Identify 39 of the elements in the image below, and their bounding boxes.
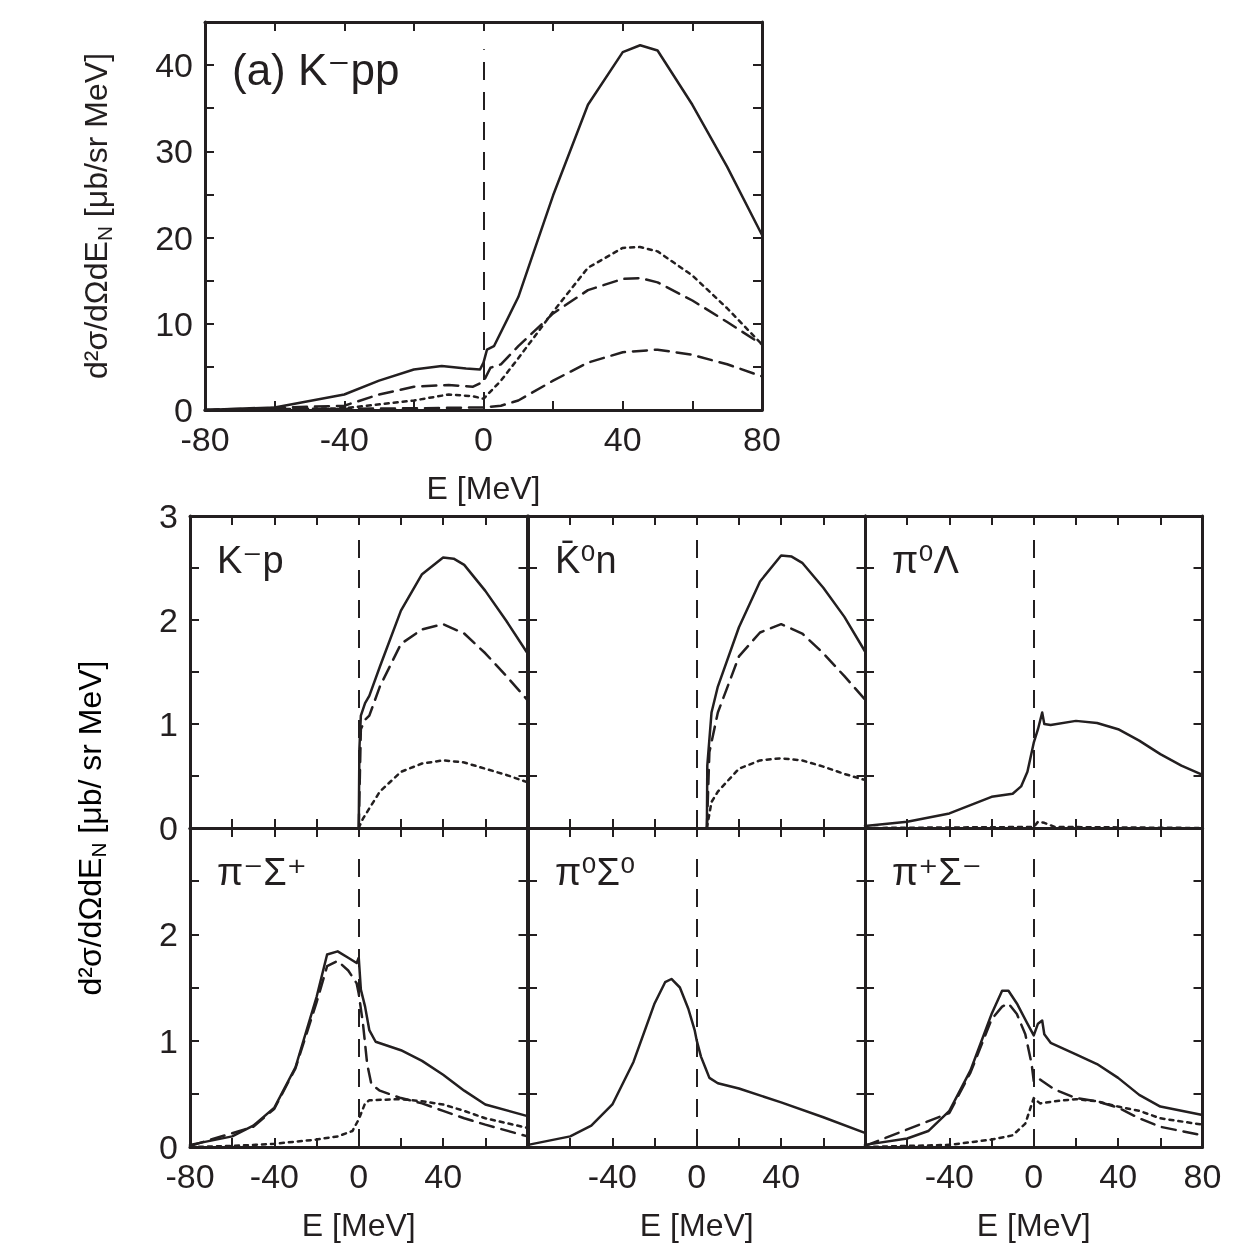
y-axis-title: d²σ/dΩdEN [μb/sr MeV] (77, 52, 116, 380)
x-axis-title: E [MeV] (976, 1207, 1091, 1243)
y-tick-label: 0 (159, 1128, 178, 1166)
x-axis-title: E [MeV] (301, 1207, 416, 1243)
x-tick-label: 40 (424, 1157, 463, 1195)
y-axis-title: d²σ/dΩdEN [μb/ sr MeV] (72, 660, 111, 996)
text: K̄⁰n (554, 539, 617, 581)
x-tick-label: 80 (1183, 1157, 1222, 1195)
x-tick-label: 40 (1099, 1157, 1138, 1195)
text: K⁻p (217, 539, 284, 581)
text: π⁰Σ⁰ (554, 851, 635, 893)
text: π⁻Σ⁺ (217, 851, 307, 893)
y-tick-label: 20 (155, 218, 193, 257)
x-tick-label: 80 (743, 420, 781, 458)
text: (a) K⁻pp (232, 44, 400, 94)
text: π⁰Λ (892, 539, 960, 581)
y-tick-label: 40 (155, 46, 193, 85)
text: π⁺Σ⁻ (892, 851, 982, 893)
y-tick-label: 2 (159, 601, 178, 639)
y-tick-label: 0 (174, 391, 193, 429)
x-tick-label: -40 (924, 1157, 974, 1195)
x-tick-label: 0 (474, 420, 493, 458)
x-tick-label: -40 (319, 420, 369, 458)
y-tick-label: 30 (155, 132, 193, 171)
x-tick-label: -40 (249, 1157, 299, 1195)
x-tick-label: 0 (686, 1157, 706, 1195)
y-tick-label: 3 (159, 497, 178, 535)
y-tick-label: 2 (159, 915, 178, 954)
y-tick-label: 1 (159, 1021, 178, 1060)
x-tick-label: 0 (349, 1157, 369, 1195)
x-tick-label: -40 (587, 1157, 637, 1195)
y-tick-label: 10 (155, 304, 193, 343)
x-axis-title: E [MeV] (426, 470, 541, 506)
x-tick-label: 0 (1024, 1157, 1044, 1195)
y-tick-label: 0 (159, 809, 178, 847)
x-tick-label: 40 (603, 420, 642, 458)
x-axis-title: E [MeV] (639, 1207, 754, 1243)
x-tick-label: 40 (761, 1157, 800, 1195)
y-tick-label: 1 (159, 705, 178, 743)
